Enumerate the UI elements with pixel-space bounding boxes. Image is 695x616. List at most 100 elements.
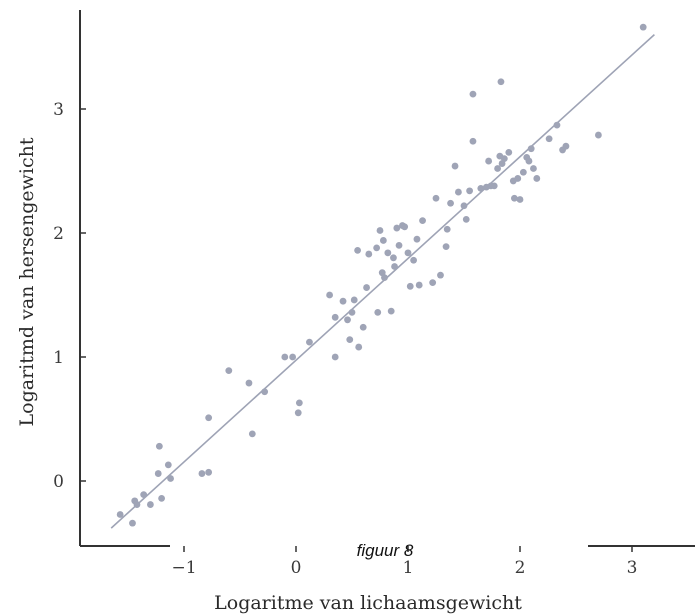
data-point — [519, 168, 527, 176]
data-point — [406, 282, 414, 290]
data-point — [466, 187, 473, 195]
data-point — [410, 256, 417, 264]
data-point — [595, 131, 602, 139]
data-point — [116, 511, 124, 518]
data-point — [447, 199, 454, 207]
data-point — [533, 175, 541, 182]
data-point — [419, 217, 426, 225]
data-point — [462, 215, 470, 223]
data-point — [514, 175, 522, 182]
data-point — [354, 246, 361, 254]
data-point — [261, 388, 269, 396]
data-point — [306, 338, 313, 346]
data-point — [562, 142, 570, 150]
data-point — [164, 461, 172, 469]
data-point — [289, 353, 297, 361]
data-point — [326, 291, 333, 299]
data-point — [379, 237, 387, 244]
data-point — [154, 470, 162, 477]
data-point — [497, 78, 505, 86]
x-tick-label: 0 — [291, 558, 302, 578]
data-point — [639, 23, 647, 31]
y-tick-label: 0 — [53, 472, 64, 492]
data-point — [477, 184, 485, 192]
data-point — [359, 323, 367, 331]
data-point — [451, 162, 459, 170]
data-point — [140, 491, 148, 499]
data-point — [344, 316, 351, 324]
data-point — [248, 430, 256, 438]
data-point — [374, 308, 382, 316]
y-tick-label: 2 — [53, 224, 64, 244]
data-point — [350, 296, 358, 304]
data-point — [413, 235, 421, 243]
data-point — [373, 244, 381, 252]
data-point — [205, 468, 213, 476]
data-point — [381, 274, 388, 282]
data-point — [167, 475, 174, 482]
data-point — [429, 279, 437, 286]
data-point — [511, 194, 518, 202]
data-point — [147, 501, 154, 508]
x-axis-title: Logaritme van lichaamsgewicht — [214, 592, 522, 614]
data-point — [525, 157, 533, 165]
x-tick-label: 1 — [403, 558, 414, 578]
data-point — [295, 399, 303, 407]
data-point — [460, 202, 468, 210]
data-point — [339, 297, 347, 305]
y-axis-ticks: 0 1 2 3 — [53, 100, 86, 492]
x-tick-label: 2 — [515, 558, 526, 578]
data-point — [505, 149, 513, 156]
data-point — [469, 137, 477, 145]
data-point — [516, 196, 524, 203]
data-point — [384, 249, 392, 257]
data-point — [545, 135, 553, 143]
data-point — [387, 307, 395, 315]
data-point — [198, 470, 206, 477]
data-point — [442, 243, 450, 251]
data-point — [494, 165, 501, 172]
x-tick-label: 3 — [627, 558, 638, 578]
data-point — [432, 194, 440, 202]
data-point — [393, 224, 401, 232]
data-point — [395, 242, 403, 249]
data-point — [485, 157, 493, 165]
data-point — [404, 249, 412, 257]
data-point — [490, 182, 498, 190]
data-point — [331, 313, 339, 321]
data-point — [443, 225, 451, 233]
data-point — [155, 442, 163, 450]
data-point — [294, 409, 302, 417]
data-point — [500, 155, 508, 163]
data-points — [116, 23, 647, 527]
data-point — [530, 165, 537, 172]
data-point — [245, 379, 253, 387]
data-point — [390, 254, 397, 262]
data-point — [158, 494, 166, 502]
data-point — [401, 223, 409, 231]
data-point — [205, 414, 213, 422]
y-axis-title: Logaritmd van hersengewicht — [16, 137, 38, 426]
data-point — [331, 353, 339, 361]
data-point — [376, 227, 384, 234]
data-point — [527, 145, 535, 153]
data-point — [348, 308, 356, 316]
data-point — [281, 353, 289, 361]
y-tick-label: 3 — [53, 100, 64, 120]
data-point — [225, 367, 233, 375]
figure-caption: figuur 8 — [357, 541, 414, 560]
data-point — [553, 121, 561, 129]
x-tick-label: −1 — [171, 558, 196, 578]
plot-area: 0 1 2 3 −1 0 1 2 3 — [53, 10, 695, 578]
data-point — [437, 271, 444, 279]
data-point — [133, 501, 141, 508]
data-point — [363, 284, 370, 291]
y-tick-label: 1 — [53, 348, 64, 368]
x-axis-ticks: −1 0 1 2 3 — [171, 546, 637, 578]
data-point — [355, 343, 363, 351]
data-point — [455, 188, 462, 196]
data-point — [469, 90, 477, 98]
data-point — [415, 281, 423, 289]
data-point — [129, 519, 136, 527]
